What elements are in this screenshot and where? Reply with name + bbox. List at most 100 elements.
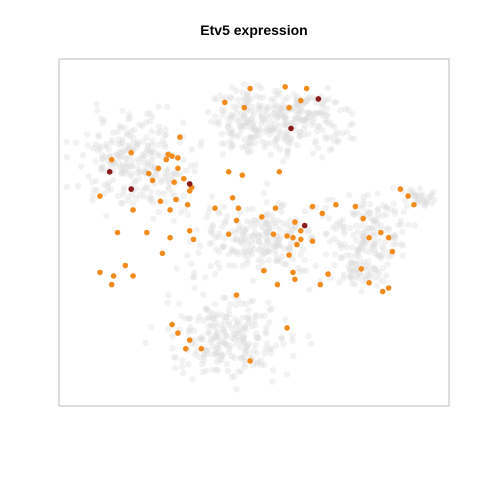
background-cell [288, 120, 295, 127]
background-cell [296, 128, 303, 135]
background-cell [410, 188, 417, 196]
background-cell [289, 225, 296, 233]
expression-point [276, 169, 283, 175]
background-cell [272, 342, 280, 349]
background-cell [324, 84, 331, 92]
background-cell [149, 163, 156, 171]
background-cell [264, 238, 271, 245]
background-cell [264, 124, 271, 131]
background-cell [323, 230, 330, 237]
background-cell [348, 260, 356, 267]
background-cell [150, 148, 158, 155]
expression-point [309, 203, 316, 210]
background-cell [224, 115, 232, 122]
background-cell [96, 143, 104, 150]
background-cell [209, 221, 216, 229]
background-cell [263, 180, 271, 187]
expression-point [97, 269, 103, 276]
background-cell [366, 263, 373, 270]
background-cell [134, 169, 141, 177]
background-cell [240, 96, 247, 103]
expression-point [186, 188, 193, 194]
background-cell [257, 112, 264, 120]
expression-point [184, 201, 191, 208]
background-cell [244, 252, 252, 259]
background-cell [265, 103, 272, 110]
background-cell [349, 259, 356, 266]
background-cell [372, 250, 379, 257]
background-cell [169, 332, 176, 340]
background-cell [380, 202, 387, 209]
background-cell [117, 199, 125, 207]
background-cell [212, 349, 220, 356]
background-cell [347, 273, 354, 280]
expression-point [108, 156, 115, 163]
background-cell [237, 238, 244, 246]
background-cell [240, 252, 248, 259]
background-cell [292, 96, 300, 104]
background-cell [92, 141, 100, 148]
background-cell [239, 262, 246, 269]
background-cell [240, 111, 248, 119]
background-cell [237, 336, 244, 343]
background-cell [210, 315, 217, 322]
background-cell [228, 245, 236, 253]
background-cell [207, 321, 214, 329]
background-cell [273, 143, 280, 150]
background-cell [108, 139, 115, 146]
background-cell [395, 221, 402, 229]
background-cell [264, 248, 271, 255]
background-cell [146, 147, 153, 154]
background-cell [297, 106, 305, 113]
background-cell [181, 206, 188, 213]
background-cell [107, 186, 114, 193]
high-expression-point [128, 186, 134, 192]
background-cell [323, 105, 330, 112]
background-cell [229, 142, 237, 149]
background-cell [416, 185, 424, 192]
background-cell [99, 119, 106, 127]
background-cell [148, 157, 156, 164]
background-cell [204, 314, 212, 321]
background-cell [223, 341, 230, 348]
expression-point [144, 229, 150, 236]
background-cell [218, 352, 226, 360]
background-cell [349, 244, 356, 251]
background-cell [121, 147, 128, 154]
background-cell [163, 103, 171, 111]
background-cell [258, 223, 266, 230]
background-cell [241, 338, 248, 346]
background-cell [229, 248, 236, 255]
background-cell [371, 274, 378, 281]
background-cell [169, 345, 176, 352]
background-cell [252, 313, 259, 321]
background-cell [245, 247, 252, 254]
background-cell [287, 139, 294, 147]
background-cell [259, 252, 266, 259]
background-cell [154, 129, 162, 137]
background-cell [180, 369, 187, 377]
background-cell [136, 121, 143, 128]
background-cell [241, 136, 248, 143]
expression-point [175, 165, 181, 172]
background-cell [332, 99, 340, 106]
background-cell [387, 206, 394, 213]
background-cell [189, 376, 196, 383]
background-cell [253, 127, 260, 135]
background-cell [230, 236, 237, 243]
background-cell [263, 105, 270, 112]
background-cell [245, 119, 252, 127]
background-cell [102, 143, 110, 150]
background-cell [190, 269, 198, 276]
background-cell [303, 97, 311, 105]
background-cell [243, 343, 250, 351]
background-cell [227, 95, 234, 102]
background-cell [268, 96, 275, 104]
expression-point [298, 228, 304, 234]
background-cell [202, 351, 209, 358]
background-cell [90, 144, 97, 152]
background-cell [211, 271, 219, 278]
background-cell [276, 146, 284, 153]
background-cell [295, 132, 303, 140]
background-cell [329, 224, 337, 231]
